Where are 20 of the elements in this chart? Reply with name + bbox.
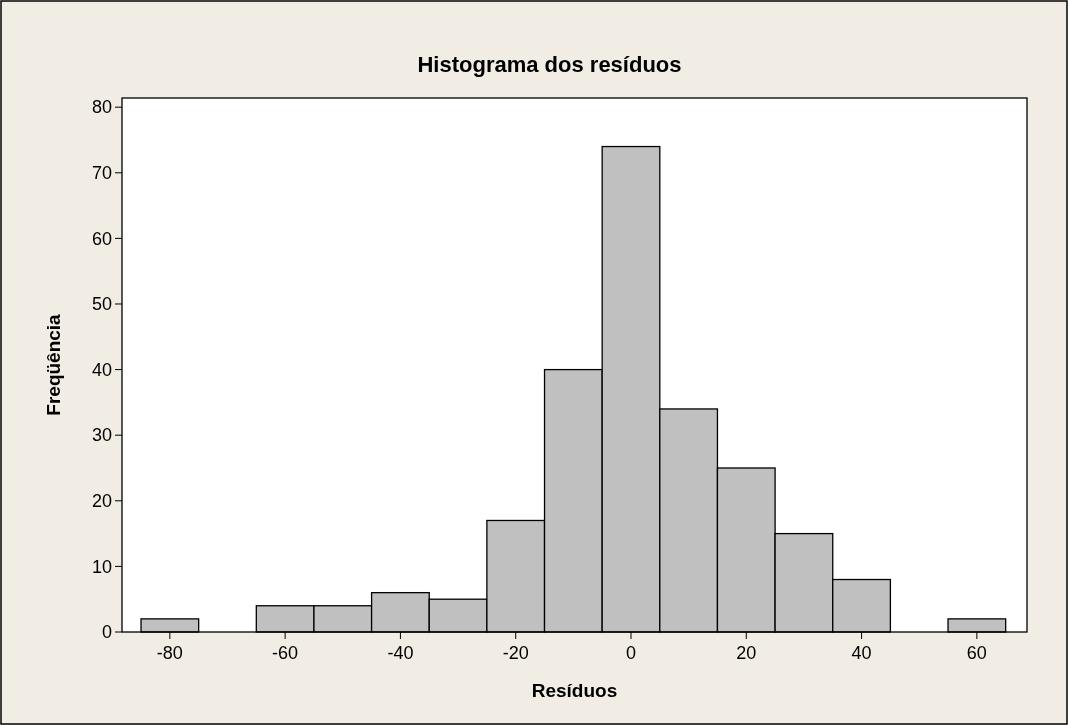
y-tick-label: 20 [91,491,112,512]
chart-title: Histograma dos resíduos [417,52,682,77]
y-tick-label: 30 [91,425,112,446]
y-tick-label: 60 [91,228,112,249]
x-tick-label: 60 [966,643,987,663]
y-tick-label: 0 [101,622,112,643]
x-tick-label: 20 [736,643,757,663]
y-tick-label: 40 [91,359,112,380]
x-tick-label: -80 [156,643,183,663]
y-tick-label: 80 [91,97,112,118]
x-tick-label: 40 [851,643,872,663]
y-tick-label: 10 [91,556,112,577]
y-tick-label: 50 [91,294,112,315]
y-axis-title: Freqüência [43,313,64,416]
x-tick-label: -40 [387,643,414,663]
y-tick-label: 70 [91,163,112,184]
x-axis-title: Resíduos [531,680,618,701]
x-tick-label: -60 [272,643,299,663]
x-tick-label: -20 [502,643,529,663]
x-tick-label: 0 [625,643,636,663]
